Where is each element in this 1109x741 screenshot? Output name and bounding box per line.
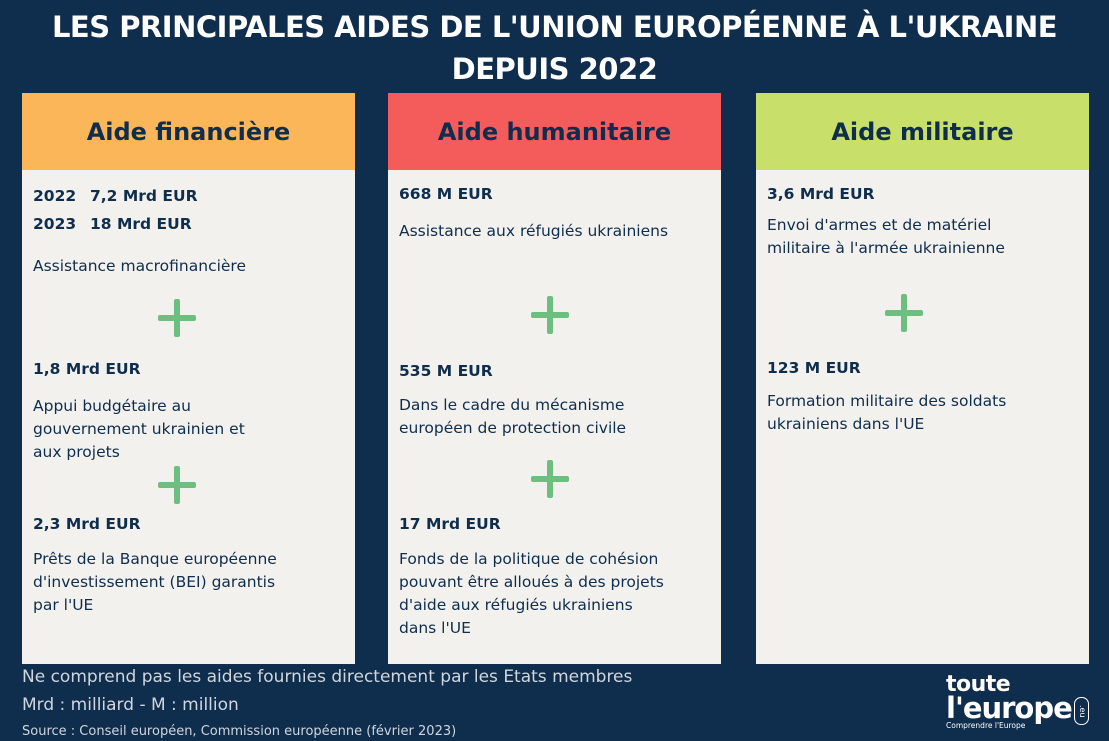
footer-note: Ne comprend pas les aides fournies direc… [22,667,633,687]
title-line-1: LES PRINCIPALES AIDES DE L'UNION EUROPÉE… [51,10,1058,44]
amount-protection-civile: 535 M EUR [399,362,493,380]
card-title-militaire: Aide militaire [831,117,1014,146]
card-header-militaire: Aide militaire [756,93,1089,170]
desc-macrofinanciere: Assistance macrofinancière [33,257,246,275]
desc-appui-budgetaire: Appui budgétaire au gouvernement ukraini… [33,395,245,464]
card-aide-humanitaire: Aide humanitaire 668 M EUR Assistance au… [388,93,721,664]
plus-icon [158,299,196,337]
desc-line: Formation militaire des soldats [767,392,1007,410]
logo-tld-badge: .eu [1074,697,1089,725]
card-title-financiere: Aide financière [86,117,291,146]
desc-line: Envoi d'armes et de matériel [767,216,992,234]
desc-refugies: Assistance aux réfugiés ukrainiens [399,222,669,240]
amount-2022: 7,2 Mrd EUR [90,187,198,205]
desc-line: par l'UE [33,596,94,614]
desc-line: gouvernement ukrainien et [33,420,245,438]
desc-pret-bei: Prêts de la Banque européenne d'investis… [33,548,277,617]
desc-line: Dans le cadre du mécanisme [399,396,625,414]
desc-line: européen de protection civile [399,419,627,437]
card-header-humanitaire: Aide humanitaire [388,93,721,170]
amount-cohesion: 17 Mrd EUR [399,515,501,533]
desc-armes: Envoi d'armes et de matériel militaire à… [767,214,1005,260]
plus-icon [158,466,196,504]
desc-line: militaire à l'armée ukrainienne [767,239,1005,257]
desc-line: Fonds de la politique de cohésion [399,550,659,568]
card-title-humanitaire: Aide humanitaire [437,117,672,146]
desc-line: Prêts de la Banque européenne [33,550,277,568]
title-line-2: DEPUIS 2022 [451,52,658,86]
footer-source: Source : Conseil européen, Commission eu… [22,724,457,739]
desc-line: Appui budgétaire au [33,397,191,415]
page-title: LES PRINCIPALES AIDES DE L'UNION EUROPÉE… [0,6,1109,90]
desc-line: dans l'UE [399,619,471,637]
logo-line-1: toute [946,672,1011,697]
amount-formation: 123 M EUR [767,359,861,377]
logo-tagline: Comprendre l'Europe [946,721,1026,730]
amount-refugies: 668 M EUR [399,185,493,203]
desc-cohesion: Fonds de la politique de cohésion pouvan… [399,548,664,640]
amount-pret-bei: 2,3 Mrd EUR [33,515,141,533]
amount-appui-budgetaire: 1,8 Mrd EUR [33,360,141,378]
desc-protection-civile: Dans le cadre du mécanisme européen de p… [399,394,626,440]
plus-icon [531,296,569,334]
plus-icon [531,460,569,498]
desc-line: pouvant être alloués à des projets [399,573,664,591]
desc-line: ukrainiens dans l'UE [767,415,925,433]
amount-2023: 18 Mrd EUR [90,215,192,233]
plus-icon [885,294,923,332]
year-2022: 2022 [33,187,77,205]
desc-formation: Formation militaire des soldats ukrainie… [767,390,1006,436]
card-header-financiere: Aide financière [22,93,355,170]
desc-line: aux projets [33,443,120,461]
amount-armes: 3,6 Mrd EUR [767,185,875,203]
card-aide-financiere: Aide financière 2022 7,2 Mrd EUR 2023 18… [22,93,355,664]
desc-line: d'aide aux réfugiés ukrainiens [399,596,633,614]
toute-leurope-logo: toute l'europe Comprendre l'Europe .eu [946,672,1089,731]
year-2023: 2023 [33,215,77,233]
logo-line-2: l'europe [946,691,1073,725]
desc-line: d'investissement (BEI) garantis [33,573,276,591]
footer-legend: Mrd : milliard - M : million [22,695,239,715]
card-aide-militaire: Aide militaire 3,6 Mrd EUR Envoi d'armes… [756,93,1089,664]
